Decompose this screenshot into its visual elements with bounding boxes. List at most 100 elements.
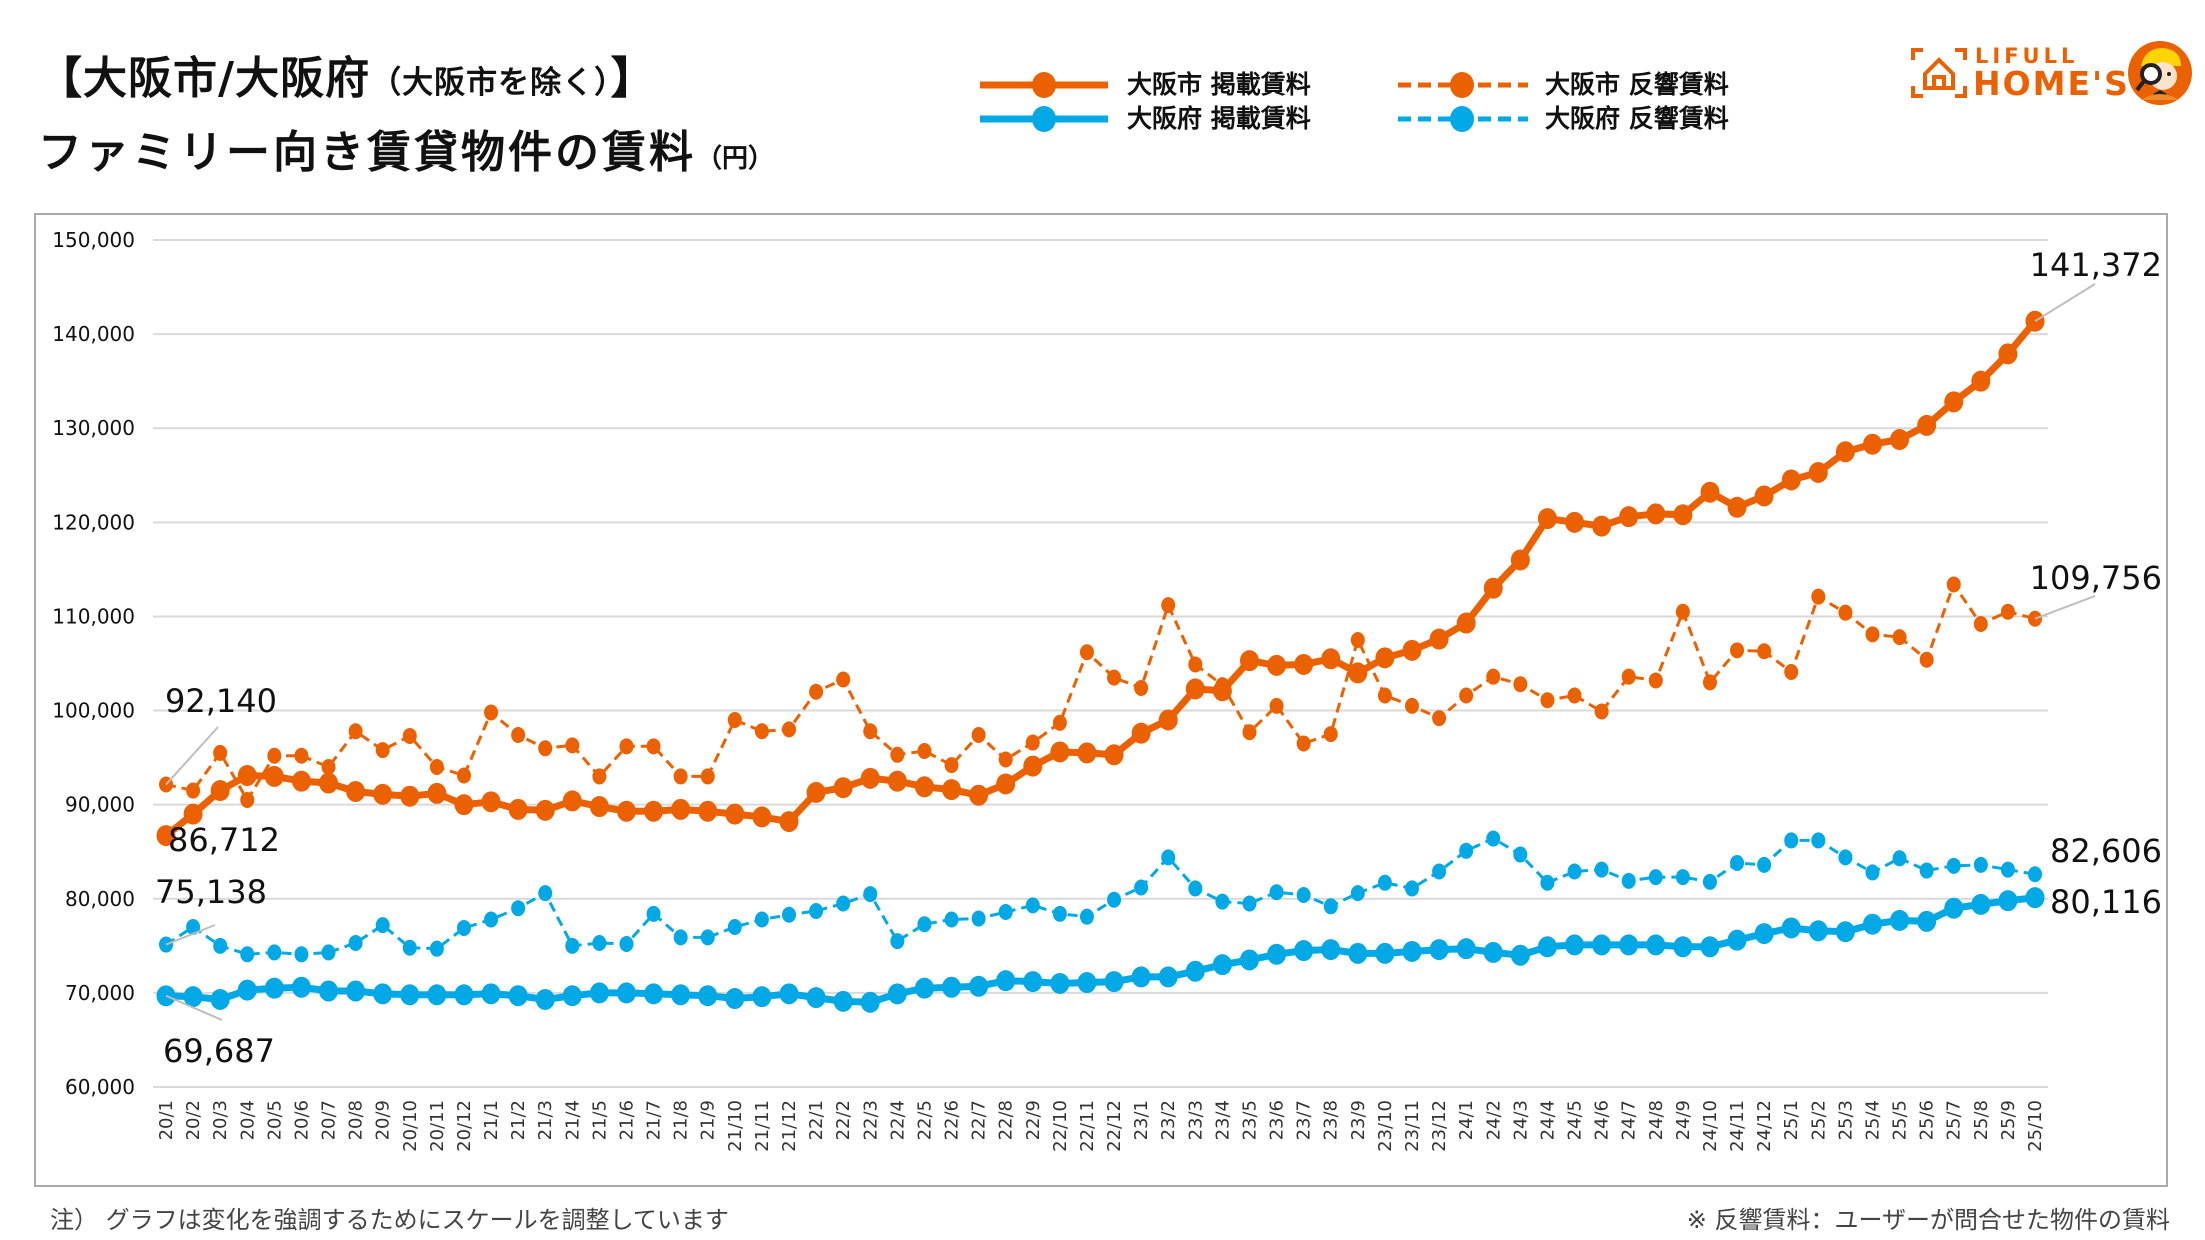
x-tick-label: 20/6 [291,1100,312,1140]
data-point [779,811,799,833]
data-point [210,988,230,1010]
x-tick-label: 20/4 [237,1100,258,1140]
data-point [535,799,555,821]
data-point [1050,741,1070,763]
data-point [1350,631,1365,648]
data-point [914,977,934,999]
data-point [725,803,745,825]
data-point [1919,862,1934,879]
house-bracket-icon [1911,48,1967,98]
data-point [156,825,176,847]
data-point [1079,644,1094,661]
data-point [1215,893,1230,910]
data-label: 69,687 [163,1032,275,1070]
data-point [673,768,688,785]
data-point [1375,942,1395,964]
x-tick-label: 23/6 [1267,1100,1288,1140]
x-tick-label: 23/7 [1294,1100,1315,1140]
x-tick-label: 20/11 [427,1100,448,1152]
x-tick-label: 24/9 [1673,1100,1694,1140]
y-tick-label: 90,000 [65,793,135,817]
data-point [429,940,444,957]
data-point [752,806,772,828]
data-point [484,911,499,928]
data-point [1077,972,1097,994]
data-point [294,946,309,963]
x-tick-label: 24/4 [1537,1100,1558,1140]
legend-swatch-solid-orange [980,72,1108,98]
x-tick-label: 21/5 [589,1100,610,1140]
data-point [1619,934,1639,956]
legend-label: 大阪市 掲載賃料 [1127,70,1311,99]
x-tick-label: 21/9 [698,1100,719,1140]
data-point [671,984,691,1006]
x-tick-label: 20/2 [183,1100,204,1140]
data-point [348,935,363,952]
data-point [616,800,636,822]
x-tick-label: 23/9 [1348,1100,1369,1140]
data-point [321,759,336,776]
data-point [754,911,769,928]
x-tick-label: 20/12 [454,1100,475,1152]
data-point [538,885,553,902]
data-point [1540,874,1555,891]
data-point [237,764,257,786]
x-tick-label: 24/8 [1646,1100,1667,1140]
data-point [1377,874,1392,891]
data-point [1565,934,1585,956]
data-point [1998,890,2018,912]
data-point [589,982,609,1004]
data-point [996,773,1016,795]
data-point [1675,869,1690,886]
data-point [1673,504,1693,526]
data-point [917,916,932,933]
title-main: 【大阪市/大阪府 [38,53,371,104]
data-point [2000,861,2015,878]
data-point [456,767,471,784]
x-tick-label: 21/1 [481,1100,502,1140]
data-point [1486,668,1501,685]
data-point [1838,849,1853,866]
x-tick-label: 22/11 [1077,1100,1098,1152]
data-point [1811,832,1826,849]
data-point [1459,842,1474,859]
data-point [1838,604,1853,621]
data-point [2028,866,2042,883]
data-point [1134,879,1149,896]
x-tick-label: 24/12 [1754,1100,1775,1152]
data-point [1402,639,1422,661]
series-line [165,894,2036,1006]
logo-text-homes: HOME'S [1973,64,2130,103]
data-point [1757,856,1772,873]
data-point [1025,897,1040,914]
data-point [644,983,664,1005]
x-tick-label: 25/3 [1835,1100,1856,1140]
data-point [1648,869,1663,886]
x-tick-label: 21/4 [562,1100,583,1140]
x-tick-label: 24/11 [1727,1100,1748,1152]
y-tick-label: 70,000 [65,981,135,1005]
data-point [319,980,339,1002]
x-tick-label: 22/1 [806,1100,827,1140]
data-point [700,929,715,946]
x-tick-label: 25/4 [1862,1100,1883,1140]
annotation-leader-line [165,994,223,1021]
data-point [1294,653,1314,675]
x-tick-label: 21/8 [671,1100,692,1140]
x-tick-label: 22/3 [860,1100,881,1140]
data-point [752,986,772,1008]
series-line [165,582,2036,802]
legend-swatch-dashed-orange [1398,72,1528,98]
data-point [1862,433,1882,455]
data-label: 80,116 [2050,883,2162,921]
data-point [402,939,417,956]
data-point [213,744,228,761]
data-point [1161,597,1176,614]
data-point [971,910,986,927]
data-point [1161,849,1176,866]
data-point [1402,940,1422,962]
data-point [294,747,309,764]
x-tick-label: 25/9 [1998,1100,2019,1140]
x-tick-label: 22/10 [1050,1100,1071,1152]
data-point [1646,934,1666,956]
